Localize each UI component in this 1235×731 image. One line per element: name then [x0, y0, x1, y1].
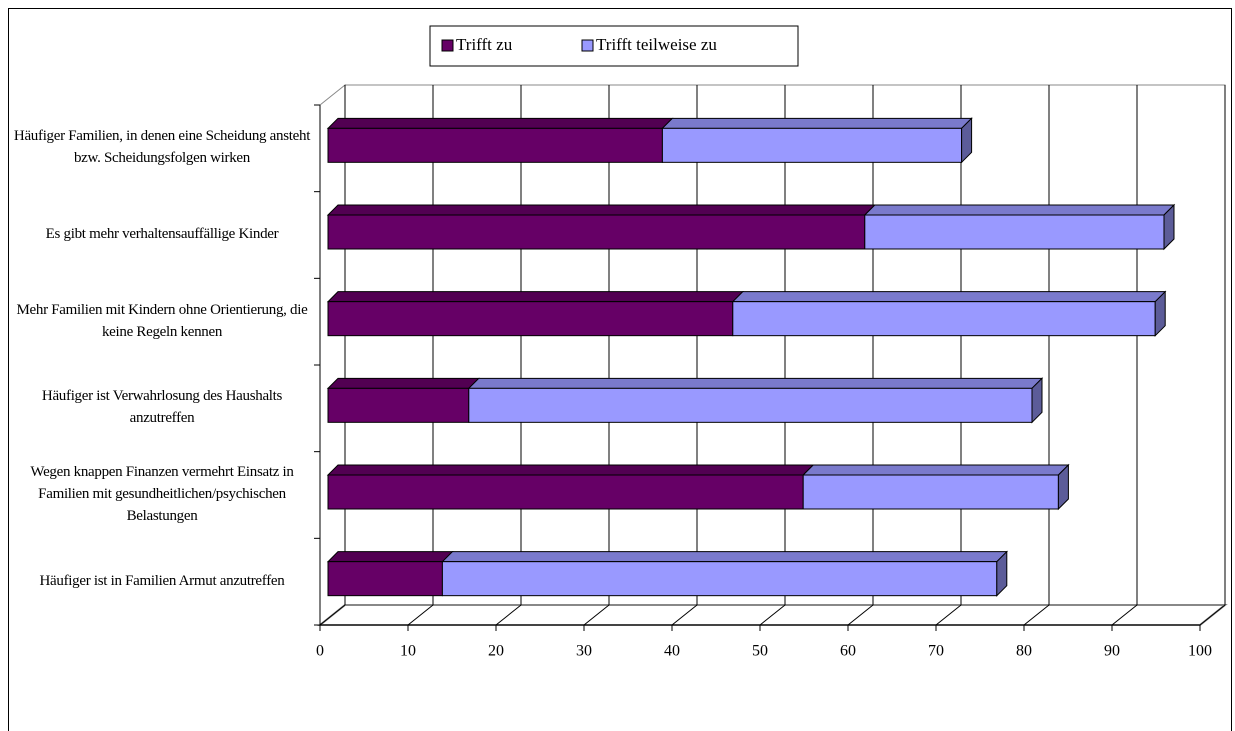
- bar: [326, 204, 877, 250]
- bar-top: [801, 464, 1070, 476]
- category-label: Häufiger Familien, in denen eine Scheidu…: [13, 128, 311, 167]
- x-tick-label: 40: [664, 643, 680, 660]
- floor-grid-line: [1199, 604, 1226, 626]
- bar-side: [1154, 290, 1166, 337]
- bar-front: [864, 214, 1165, 250]
- floor-grid-line: [495, 604, 522, 626]
- bar-front: [327, 387, 470, 423]
- legend-swatch: [581, 39, 594, 52]
- bar: [326, 551, 454, 597]
- x-tick-label: 100: [1188, 643, 1212, 660]
- bar: [441, 550, 1009, 597]
- bar: [661, 117, 973, 164]
- floor-grid-line: [671, 604, 698, 626]
- bar-top: [661, 117, 973, 129]
- bar-front: [661, 127, 963, 163]
- floor-grid-line: [319, 604, 346, 626]
- bar-side: [1031, 377, 1043, 424]
- category-label: Häufiger ist Verwahrlosung des Haushalts…: [41, 388, 283, 427]
- bar: [326, 464, 815, 510]
- bar-front: [327, 561, 443, 597]
- bar-top: [326, 377, 481, 389]
- bar-top: [326, 291, 745, 303]
- floor-grid-line: [847, 604, 874, 626]
- bar: [801, 463, 1070, 511]
- bar: [863, 203, 1176, 251]
- x-tick-label: 70: [928, 643, 944, 660]
- bar-front: [468, 387, 1033, 423]
- category-label: Es gibt mehr verhaltensauffällige Kinder: [45, 226, 279, 242]
- bar: [326, 117, 674, 163]
- bar-top: [863, 204, 1176, 216]
- bar-top: [326, 117, 674, 129]
- category-label: Wegen knappen Finanzen vermehrt Einsatz …: [30, 464, 294, 524]
- bar-top: [326, 551, 454, 563]
- floor-grid-line: [759, 604, 786, 626]
- bar-front: [327, 301, 734, 337]
- bar-front: [327, 214, 866, 250]
- chart-frame: [8, 8, 1232, 731]
- bar-front: [802, 474, 1059, 510]
- floor-grid-line: [407, 604, 434, 626]
- bar: [731, 290, 1167, 337]
- category-label: Häufiger ist in Familien Armut anzutreff…: [39, 572, 285, 589]
- x-tick-label: 30: [576, 643, 592, 660]
- category-label: Mehr Familien mit Kindern ohne Orientier…: [16, 301, 308, 340]
- bar-top: [326, 204, 877, 216]
- bar-top: [731, 291, 1167, 303]
- legend-swatch: [441, 39, 454, 52]
- bar-front: [732, 301, 1156, 337]
- bar-side: [1163, 203, 1175, 251]
- side-wall: [319, 83, 346, 627]
- bar: [326, 377, 481, 423]
- bar-side: [1057, 463, 1069, 511]
- floor-grid-line: [583, 604, 610, 626]
- legend-box: [429, 25, 799, 67]
- x-tick-label: 20: [488, 643, 504, 660]
- floor-grid-line: [1023, 604, 1050, 626]
- x-tick-label: 80: [1016, 643, 1032, 660]
- x-tick-label: 60: [840, 643, 856, 660]
- bar-front: [441, 561, 998, 597]
- floor-grid-line: [1111, 604, 1138, 626]
- legend-label: Trifft teilweise zu: [596, 35, 717, 54]
- x-tick-label: 10: [400, 643, 416, 660]
- bar-front: [327, 474, 804, 510]
- legend-label: Trifft zu: [456, 35, 513, 54]
- x-tick-label: 50: [752, 643, 768, 660]
- bar-top: [326, 464, 815, 476]
- bar-side: [996, 550, 1008, 597]
- bar-front: [327, 127, 663, 163]
- bar: [467, 377, 1044, 424]
- bar-side: [961, 117, 973, 164]
- bar: [326, 291, 745, 337]
- x-tick-label: 0: [316, 643, 324, 660]
- bar-top: [467, 377, 1044, 389]
- bar-top: [441, 551, 1009, 563]
- x-tick-label: 90: [1104, 643, 1120, 660]
- floor-grid-line: [935, 604, 962, 626]
